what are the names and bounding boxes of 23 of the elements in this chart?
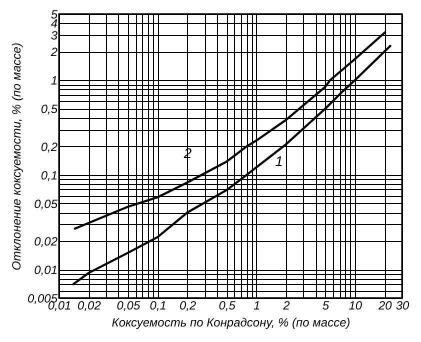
x-tick-label: 30 [396,298,410,312]
y-axis-title: Отклонение коксуемости, % (по массе) [9,42,24,270]
y-tick-label: 1 [50,74,58,88]
x-tick-label: 2 [282,298,290,312]
y-tick-label: 0,02 [34,234,58,249]
y-tick-label: 0,05 [34,196,58,211]
x-tick-label: 0,5 [218,298,236,312]
y-tick-label: 2 [50,45,58,60]
annotation: 1 [275,153,283,170]
y-tick-label: 3 [50,28,58,42]
x-tick-label: 10 [348,298,362,312]
x-tick-label: 0,2 [179,298,197,312]
x-tick-label: 5 [322,298,330,312]
x-tick-label: 0,05 [116,298,140,312]
y-tick-label: 0,5 [40,102,58,116]
y-tick-label: 0,2 [40,140,58,154]
x-tick-label: 0,02 [78,298,102,312]
x-tick-label: 0,1 [150,298,166,312]
x-tick-label: 1 [253,298,260,312]
y-tick-label: 0,1 [40,168,58,182]
y-tick-label: 0,01 [34,263,58,278]
x-axis-title: Коксуемость по Конрадсону, % (по массе) [112,316,350,330]
x-tick-label: 20 [377,298,392,312]
